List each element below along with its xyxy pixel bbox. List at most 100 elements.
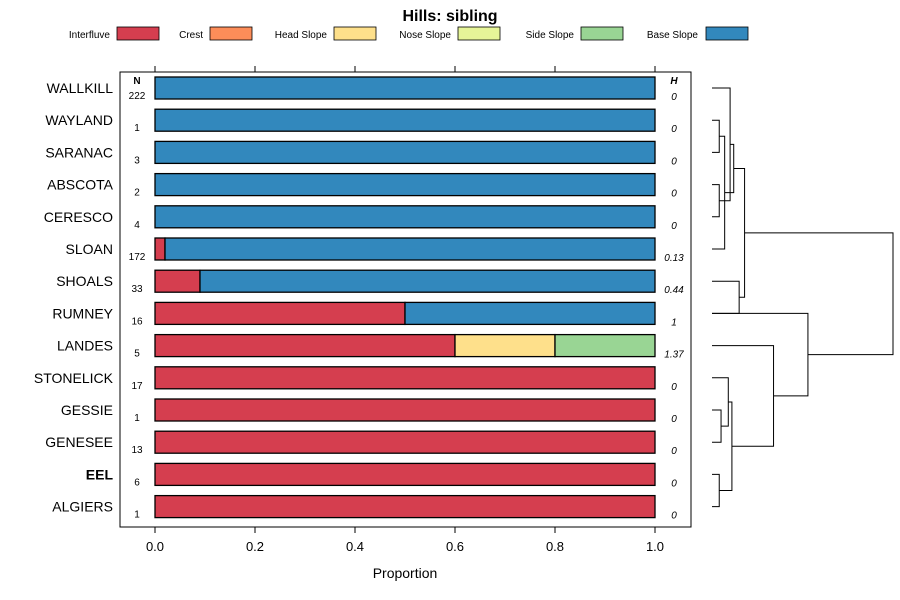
h-value-genesee: 0 xyxy=(671,446,677,457)
bar-rumney-interfluve xyxy=(154,301,406,326)
h-value-wallkill: 0 xyxy=(671,92,677,103)
bar-wayland-base-slope xyxy=(154,108,656,132)
dendrogram-link-8 xyxy=(712,377,729,427)
bar-shoals-base-slope xyxy=(199,269,656,293)
rows: WALLKILL 222 0 WAYLAND 1 0 SARANAC 3 0 ABSCOTA 2 0 C… xyxy=(34,76,684,522)
legend-label-crest: Crest xyxy=(179,30,203,41)
x-tick-label-0-2: 0.2 xyxy=(246,539,264,554)
legend-label-nose-slope: Nose Slope xyxy=(399,30,451,41)
h-value-abscota: 0 xyxy=(671,189,677,200)
row-label-genesee: GENESEE xyxy=(45,434,113,450)
row-label-abscota: ABSCOTA xyxy=(47,177,114,193)
bar-algiers-interfluve xyxy=(154,494,656,519)
chart-title: Hills: sibling xyxy=(402,8,497,25)
n-column-header: N xyxy=(133,76,140,87)
bar-stonelick-interfluve xyxy=(154,366,656,390)
row-label-sloan: SLOAN xyxy=(66,241,113,257)
x-tick-label-1-0: 1.0 xyxy=(646,539,664,554)
legend-swatch-head-slope xyxy=(333,26,377,41)
x-axis-label: Proportion xyxy=(373,565,438,581)
row-label-landes: LANDES xyxy=(57,338,113,354)
h-value-shoals: 0.44 xyxy=(664,285,684,296)
row-label-saranac: SARANAC xyxy=(45,144,113,160)
n-value-algiers: 1 xyxy=(134,510,140,521)
h-value-saranac: 0 xyxy=(671,156,677,167)
legend-swatch-side-slope xyxy=(580,26,624,41)
row-label-eel: EEL xyxy=(86,466,114,482)
dendrogram-link-0 xyxy=(712,119,720,153)
n-value-wayland: 1 xyxy=(134,123,140,134)
n-value-saranac: 3 xyxy=(134,155,140,166)
dendrogram-link-6 xyxy=(733,168,746,298)
dendrogram xyxy=(712,87,894,508)
legend-label-base-slope: Base Slope xyxy=(647,30,699,41)
dendrogram-link-13 xyxy=(744,232,894,356)
h-value-gessie: 0 xyxy=(671,414,677,425)
n-value-ceresco: 4 xyxy=(134,220,140,231)
n-value-eel: 6 xyxy=(134,477,140,488)
dendrogram-link-9 xyxy=(712,473,720,508)
row-label-wallkill: WALLKILL xyxy=(47,80,114,96)
n-value-genesee: 13 xyxy=(131,445,143,456)
row-label-gessie: GESSIE xyxy=(61,402,113,418)
legend-swatch-crest xyxy=(209,26,253,41)
x-tick-label-0-4: 0.4 xyxy=(346,539,364,554)
bar-landes-side-slope xyxy=(554,333,656,358)
bar-sloan-interfluve xyxy=(154,237,166,261)
dendrogram-link-1 xyxy=(712,184,720,218)
bar-rumney-base-slope xyxy=(404,301,656,326)
dendrogram-link-2 xyxy=(712,135,726,250)
n-value-landes: 5 xyxy=(134,349,140,360)
h-value-landes: 1.37 xyxy=(664,350,684,361)
dendrogram-link-5 xyxy=(724,143,735,194)
n-value-gessie: 1 xyxy=(134,413,140,424)
row-label-shoals: SHOALS xyxy=(56,273,113,289)
legend-label-head-slope: Head Slope xyxy=(275,30,328,41)
bar-sloan-base-slope xyxy=(164,237,656,261)
x-tick-label-0-6: 0.6 xyxy=(446,539,464,554)
bar-saranac-base-slope xyxy=(154,140,656,165)
bar-gessie-interfluve xyxy=(154,398,656,422)
bar-genesee-interfluve xyxy=(154,430,656,454)
h-value-algiers: 0 xyxy=(671,511,677,522)
row-label-rumney: RUMNEY xyxy=(52,305,113,321)
h-value-sloan: 0.13 xyxy=(664,253,684,264)
dendrogram-link-3 xyxy=(712,280,740,314)
bar-shoals-interfluve xyxy=(154,269,201,293)
n-value-abscota: 2 xyxy=(134,188,140,199)
n-value-shoals: 33 xyxy=(131,284,143,295)
x-axis: 0.0 0.2 0.4 0.6 0.8 1.0 xyxy=(146,66,664,554)
dendrogram-link-4 xyxy=(712,87,731,202)
n-value-sloan: 172 xyxy=(129,252,146,263)
bar-ceresco-base-slope xyxy=(154,205,656,229)
plot-frame xyxy=(119,71,692,528)
row-label-ceresco: CERESCO xyxy=(44,209,113,225)
dendrogram-link-12 xyxy=(712,312,809,397)
bar-landes-interfluve xyxy=(154,333,456,358)
row-label-stonelick: STONELICK xyxy=(34,370,114,386)
legend: Interfluve Crest Head Slope Nose Slope Side … xyxy=(69,26,749,41)
bar-wallkill-base-slope xyxy=(154,76,656,100)
x-tick-label-0-8: 0.8 xyxy=(546,539,564,554)
legend-label-side-slope: Side Slope xyxy=(526,30,575,41)
legend-swatch-interfluve xyxy=(116,26,160,41)
h-value-wayland: 0 xyxy=(671,124,677,135)
dendrogram-link-7 xyxy=(712,409,722,443)
h-value-ceresco: 0 xyxy=(671,221,677,232)
x-tick-label-0-0: 0.0 xyxy=(146,539,164,554)
h-value-rumney: 1 xyxy=(671,317,677,328)
bar-landes-head-slope xyxy=(454,333,556,358)
bar-abscota-base-slope xyxy=(154,172,656,197)
n-value-rumney: 16 xyxy=(131,316,143,327)
h-column-header: H xyxy=(670,76,678,87)
legend-swatch-nose-slope xyxy=(457,26,501,41)
row-label-algiers: ALGIERS xyxy=(52,499,113,515)
h-value-stonelick: 0 xyxy=(671,382,677,393)
n-value-stonelick: 17 xyxy=(131,381,143,392)
n-value-wallkill: 222 xyxy=(129,91,146,102)
row-label-wayland: WAYLAND xyxy=(45,112,113,128)
bar-eel-interfluve xyxy=(154,462,656,487)
legend-label-interfluve: Interfluve xyxy=(69,30,111,41)
legend-swatch-base-slope xyxy=(705,26,749,41)
